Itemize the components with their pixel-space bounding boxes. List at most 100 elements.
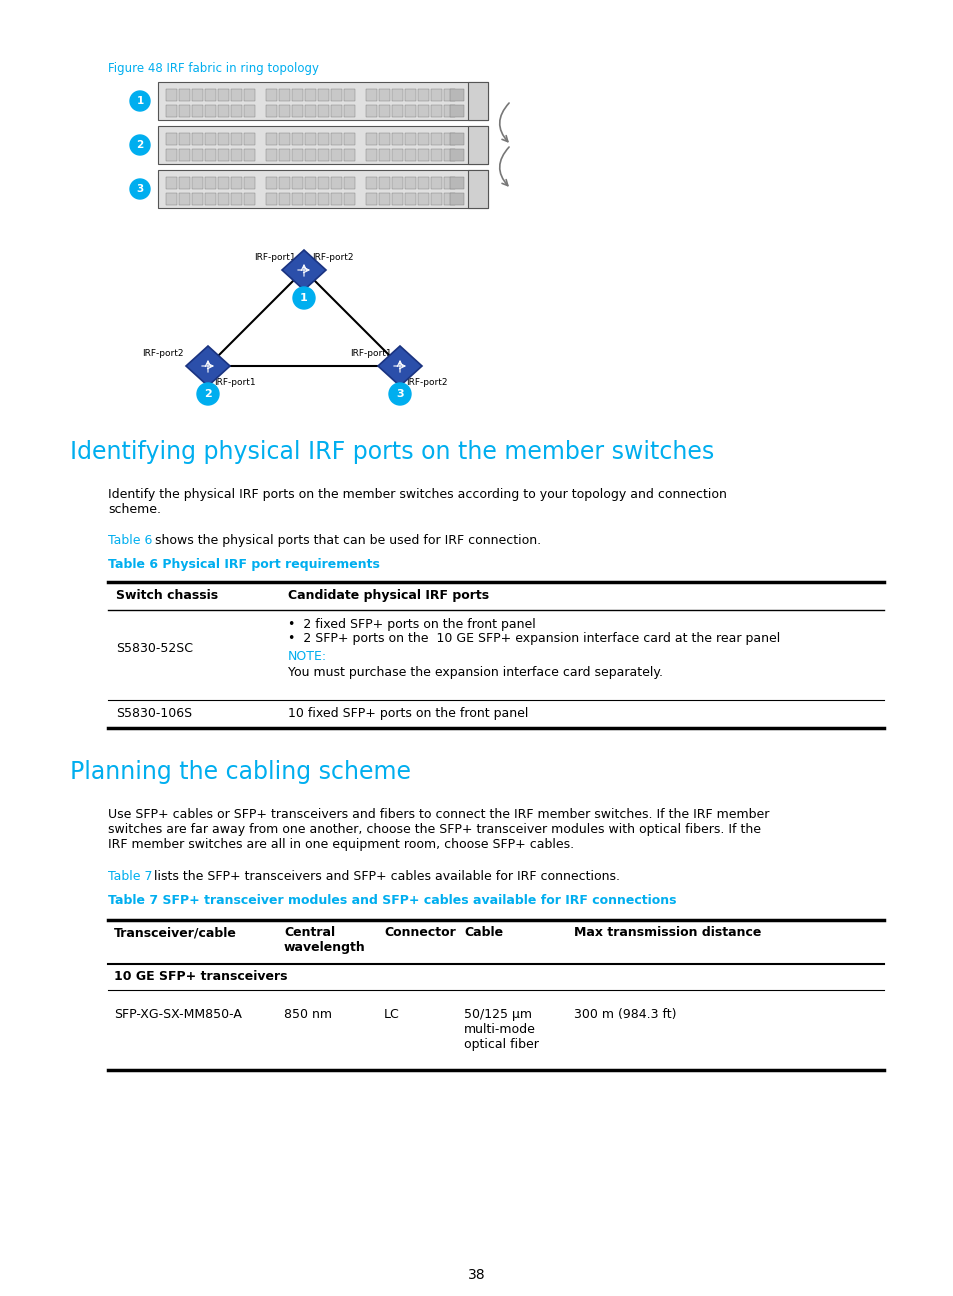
Text: 3: 3 [395, 389, 403, 399]
Bar [331, 89, 341, 101]
Bar [405, 149, 416, 161]
Bar [366, 89, 376, 101]
Bar [344, 193, 355, 205]
Bar [405, 105, 416, 117]
Bar [450, 105, 463, 117]
Bar [166, 105, 177, 117]
Bar [278, 193, 290, 205]
Bar [205, 105, 215, 117]
Bar [378, 133, 390, 145]
Bar [266, 133, 276, 145]
Bar [292, 178, 303, 189]
Bar [317, 178, 329, 189]
Bar [331, 193, 341, 205]
Bar [158, 126, 488, 165]
Text: shows the physical ports that can be used for IRF connection.: shows the physical ports that can be use… [151, 534, 540, 547]
Bar [266, 105, 276, 117]
Bar [417, 105, 429, 117]
Text: Planning the cabling scheme: Planning the cabling scheme [70, 759, 411, 784]
Text: 1: 1 [300, 293, 308, 303]
Bar [231, 89, 242, 101]
Bar [417, 133, 429, 145]
Bar [417, 178, 429, 189]
Text: 2: 2 [204, 389, 212, 399]
Bar [317, 193, 329, 205]
Bar [366, 193, 376, 205]
Circle shape [196, 384, 219, 404]
Bar [218, 133, 229, 145]
Text: Cable: Cable [463, 927, 502, 940]
Bar [392, 149, 402, 161]
Bar [344, 89, 355, 101]
Text: •  2 fixed SFP+ ports on the front panel: • 2 fixed SFP+ ports on the front panel [288, 618, 536, 631]
Bar [392, 193, 402, 205]
Bar [431, 178, 441, 189]
Text: Connector: Connector [384, 927, 456, 940]
Bar [244, 105, 254, 117]
Text: Table 7 SFP+ transceiver modules and SFP+ cables available for IRF connections: Table 7 SFP+ transceiver modules and SFP… [108, 894, 676, 907]
Bar [431, 105, 441, 117]
Bar [218, 89, 229, 101]
Bar [205, 193, 215, 205]
Bar [317, 89, 329, 101]
Bar [392, 133, 402, 145]
Bar [443, 178, 455, 189]
Text: Identify the physical IRF ports on the member switches according to your topolog: Identify the physical IRF ports on the m… [108, 489, 726, 516]
Bar [344, 133, 355, 145]
Bar [450, 149, 463, 161]
Bar [468, 126, 488, 165]
Bar [205, 89, 215, 101]
Bar [305, 133, 315, 145]
Bar [405, 133, 416, 145]
Text: IRF-port2: IRF-port2 [312, 253, 354, 262]
Bar [179, 133, 190, 145]
Bar [443, 133, 455, 145]
Bar [468, 82, 488, 121]
Bar [158, 82, 488, 121]
Bar [443, 149, 455, 161]
Bar [278, 149, 290, 161]
Bar [344, 178, 355, 189]
Bar [378, 193, 390, 205]
Text: Table 6 Physical IRF port requirements: Table 6 Physical IRF port requirements [108, 559, 379, 572]
Bar [344, 105, 355, 117]
Text: 10 GE SFP+ transceivers: 10 GE SFP+ transceivers [113, 969, 287, 982]
Bar [231, 178, 242, 189]
Bar [292, 149, 303, 161]
Bar [331, 105, 341, 117]
Text: 38: 38 [468, 1267, 485, 1282]
Bar [244, 149, 254, 161]
Circle shape [293, 286, 314, 308]
Bar [392, 105, 402, 117]
Text: You must purchase the expansion interface card separately.: You must purchase the expansion interfac… [288, 666, 662, 679]
Bar [431, 149, 441, 161]
Text: 2: 2 [136, 140, 144, 150]
Bar [378, 105, 390, 117]
Bar [179, 89, 190, 101]
Text: IRF-port1: IRF-port1 [350, 349, 392, 358]
Text: 850 nm: 850 nm [284, 1008, 332, 1021]
Bar [266, 178, 276, 189]
Text: SFP-XG-SX-MM850-A: SFP-XG-SX-MM850-A [113, 1008, 242, 1021]
Bar [366, 105, 376, 117]
Bar [417, 89, 429, 101]
Bar [292, 89, 303, 101]
Bar [305, 89, 315, 101]
Bar [192, 149, 203, 161]
Bar [331, 178, 341, 189]
Bar [231, 133, 242, 145]
Bar [179, 149, 190, 161]
Bar [305, 178, 315, 189]
Bar [317, 149, 329, 161]
Bar [166, 89, 177, 101]
Bar [231, 105, 242, 117]
Bar [450, 193, 463, 205]
Bar [378, 89, 390, 101]
Circle shape [130, 179, 150, 200]
Bar [166, 178, 177, 189]
Bar [405, 89, 416, 101]
Bar [244, 178, 254, 189]
Bar [166, 133, 177, 145]
Bar [378, 178, 390, 189]
Bar [443, 89, 455, 101]
